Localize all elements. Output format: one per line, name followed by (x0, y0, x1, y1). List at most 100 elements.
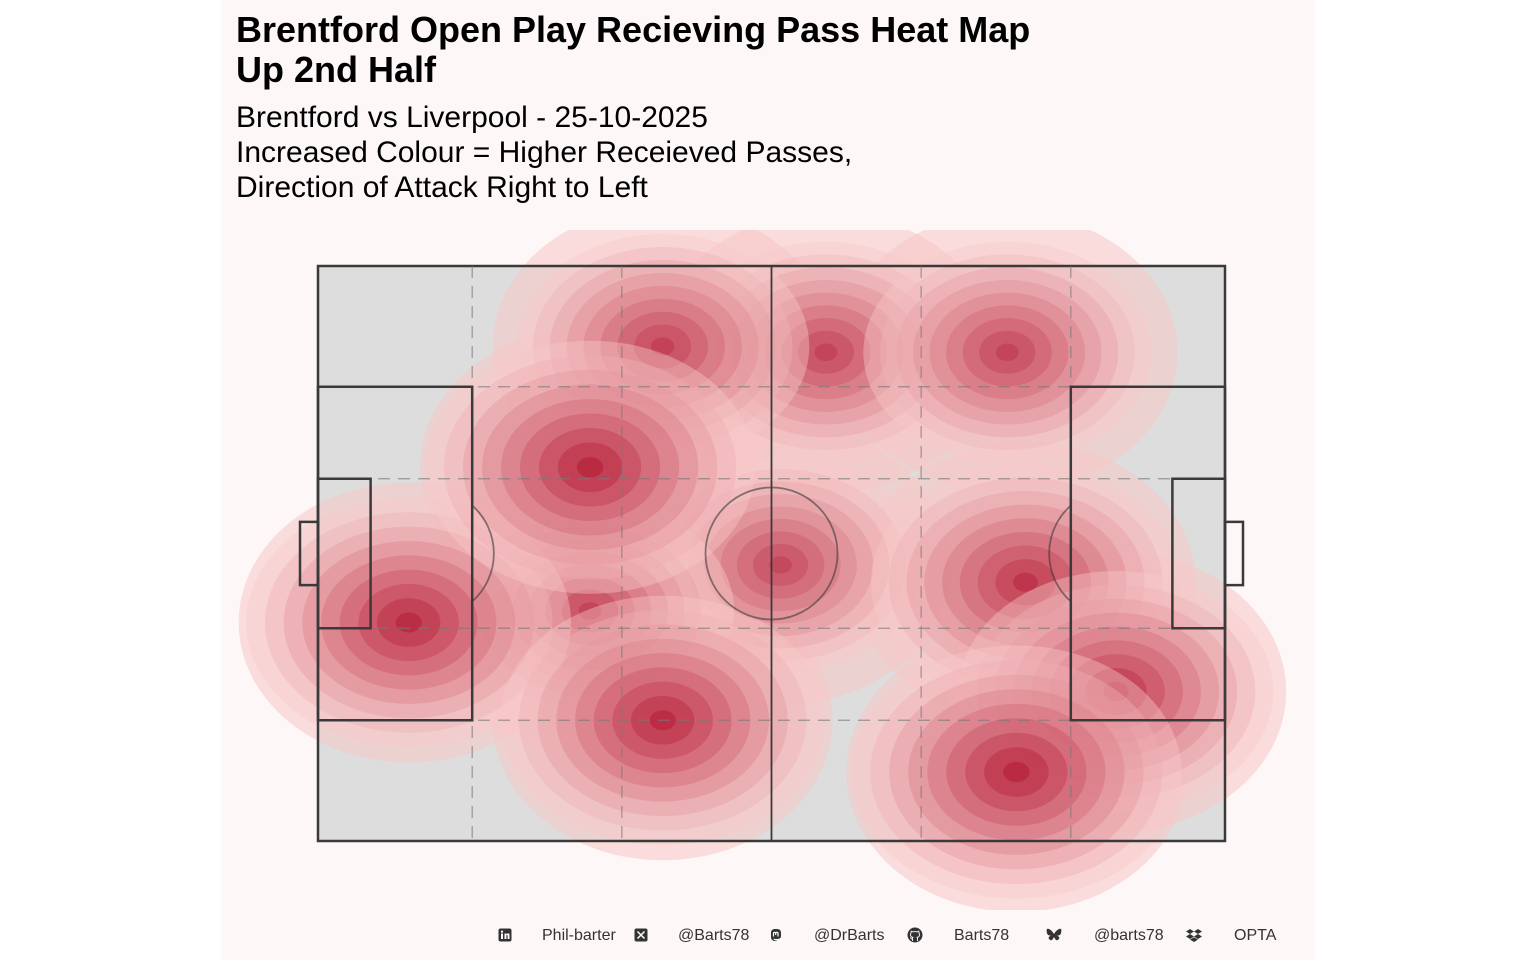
heat-contour-1-4 (748, 292, 904, 412)
heat-contour-4-4 (583, 285, 742, 408)
heat-contour-7-7 (377, 598, 441, 647)
heat-contour-3-8 (578, 602, 602, 620)
heat-contour-10-6 (965, 732, 1068, 812)
heat-contour-9-6 (539, 428, 642, 507)
heat-contour-1-5 (764, 305, 888, 400)
heat-contour-3-5 (528, 564, 652, 658)
github-handle: Barts78 (954, 927, 1010, 944)
heat-contour-0-5 (720, 518, 841, 612)
heat-contour-5-5 (959, 531, 1092, 633)
goal-right (1223, 520, 1245, 587)
heat-contour-4-3 (566, 272, 759, 421)
heat-contour-7-0 (246, 498, 572, 747)
heat-contour-7-1 (265, 512, 553, 733)
heat-contour-5-0 (870, 463, 1180, 701)
heat-contour-0-8 (769, 556, 792, 574)
heat-contour-5-7 (995, 559, 1056, 606)
chart-title: Brentford Open Play Recieving Pass Heat … (236, 9, 1031, 90)
heat-contour-10-0 (851, 645, 1182, 899)
heat-contour-5-4 (942, 518, 1109, 647)
heat-contour-7-8 (395, 612, 422, 633)
heat-contour-0-6 (736, 531, 825, 599)
heat-contour-4-5 (600, 298, 725, 395)
heat-contour-3-3 (495, 538, 685, 684)
heat-contour-9-0 (425, 340, 756, 594)
heat-contour-0-3 (687, 494, 874, 636)
heat-contour-4-1 (532, 247, 793, 446)
heat-contour-3-2 (479, 526, 701, 696)
heat-contour-9-2 (462, 369, 718, 565)
linkedin-icon (497, 927, 513, 943)
heat-contour-6-4 (1031, 626, 1201, 757)
heat-contour-4-2 (549, 259, 776, 434)
chart-subtitle: Brentford vs Liverpool - 25-10-2025 Incr… (236, 101, 853, 204)
heat-contour-1-6 (781, 318, 871, 387)
heat-contour-6-1 (977, 584, 1256, 799)
heat-contour-2-7 (979, 330, 1036, 374)
heat-contour-10-2 (889, 674, 1144, 870)
bluesky-icon (1046, 927, 1062, 943)
mastodon-icon (768, 927, 784, 943)
heat-contour-2-8 (995, 343, 1019, 362)
x-twitter-icon (633, 927, 649, 943)
heat-contour-2-6 (962, 318, 1052, 387)
heat-contour-5-3 (924, 504, 1127, 660)
heat-contour-2-0 (863, 241, 1152, 463)
heat-contour-1-7 (797, 330, 855, 374)
heat-contour-5-1 (888, 477, 1163, 688)
heat-contour-6-0 (959, 571, 1274, 812)
heat-contour-6-5 (1049, 640, 1183, 743)
centre-circle (704, 486, 839, 621)
heat-contour-4-7 (634, 324, 692, 369)
heat-wash-9 (420, 327, 761, 608)
penalty-arc-right (1048, 504, 1072, 603)
heat-contour-6-6 (1067, 654, 1165, 729)
heat-contour-7-3 (302, 541, 516, 704)
heat-contour-10-1 (870, 660, 1163, 884)
heat-contour-2-3 (913, 279, 1102, 425)
heat-wash-2 (837, 230, 1178, 493)
heat-contour-9-4 (500, 398, 680, 536)
heat-contour-9-3 (481, 384, 699, 551)
heat-contour-9-8 (576, 457, 604, 478)
heat-contour-10-7 (984, 747, 1049, 797)
heat-contour-7-5 (339, 569, 478, 676)
heat-contour-1-0 (681, 241, 970, 463)
goal-left (298, 520, 320, 587)
heat-contour-2-5 (946, 305, 1069, 400)
heat-contour-10-4 (927, 703, 1106, 841)
heat-contour-1-2 (715, 267, 937, 438)
footer-credits: Phil-barter @Barts78 @DrBarts Barts78 @b… (470, 924, 1310, 948)
heat-contour-4-8 (650, 337, 675, 356)
data-source-label: OPTA (1234, 927, 1277, 944)
heat-contour-2-2 (896, 267, 1119, 438)
heat-contour-0-7 (752, 543, 809, 587)
heat-contour-6-7 (1085, 668, 1147, 715)
heat-contour-3-4 (512, 551, 668, 671)
heat-contour-1-1 (698, 254, 954, 450)
bluesky-handle: @barts78 (1094, 927, 1164, 944)
heat-contour-10-8 (1003, 761, 1030, 783)
heat-contour-6-8 (1103, 681, 1129, 702)
mastodon-handle: @DrBarts (814, 927, 885, 944)
heat-contour-3-1 (462, 513, 718, 709)
heat-contour-1-3 (731, 279, 921, 425)
heat-contour-6-2 (995, 598, 1238, 785)
heat-contour-1-8 (814, 343, 838, 362)
heat-contour-6-3 (1013, 612, 1220, 771)
heat-contour-4-6 (617, 311, 709, 382)
heat-contour-9-1 (444, 355, 737, 580)
github-icon (907, 927, 923, 943)
heat-contour-5-8 (1013, 572, 1038, 592)
heat-contour-7-6 (358, 583, 460, 662)
heat-contour-4-0 (516, 234, 810, 459)
heat-contour-0-2 (671, 481, 890, 649)
heat-contour-10-5 (946, 718, 1087, 826)
heat-contour-9-5 (520, 413, 661, 522)
heat-contour-2-4 (929, 292, 1086, 412)
heat-contour-0-1 (655, 469, 906, 661)
penalty-arc-left (471, 504, 495, 603)
heat-contour-0-0 (639, 456, 922, 674)
linkedin-handle: Phil-barter (542, 927, 616, 944)
